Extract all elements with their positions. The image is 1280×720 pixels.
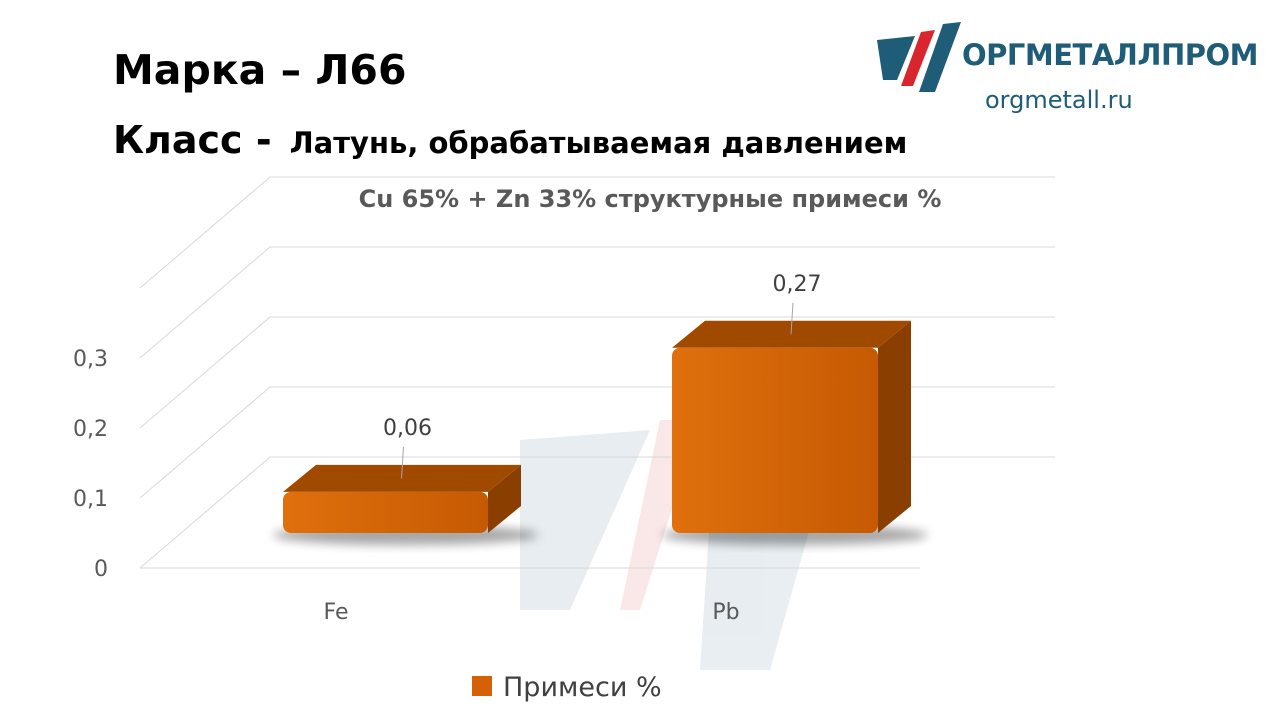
class-line: Класс - Латунь, обрабатываемая давлением: [113, 118, 907, 162]
legend-label: Примеси %: [503, 672, 662, 703]
bar-fe: 0,06: [273, 416, 538, 545]
data-label-leader: [401, 446, 404, 479]
data-label-leader: [790, 302, 794, 335]
x-tick-label: Pb: [712, 600, 739, 625]
bar-front: [672, 347, 878, 533]
y-tick-label: 0: [94, 557, 108, 582]
logo-site-url: orgmetall.ru: [985, 86, 1133, 114]
bar-front: [283, 491, 488, 533]
bar-side: [488, 464, 521, 533]
y-tick-label: 0,3: [73, 347, 108, 372]
y-tick-label: 0,2: [73, 417, 108, 442]
gridline: [139, 246, 1055, 359]
legend-swatch: [472, 676, 492, 696]
page-title: Марка – Л66: [113, 46, 407, 94]
bar-pb: 0,27: [662, 272, 928, 545]
chart-title: Cu 65% + Zn 33% структурные примеси %: [359, 185, 942, 213]
legend: Примеси %: [472, 672, 662, 703]
class-value: Латунь, обрабатываемая давлением: [289, 126, 908, 160]
x-axis: Fe Pb: [324, 600, 740, 625]
y-tick-label: 0,1: [73, 487, 108, 512]
y-axis: 0 0,1 0,2 0,3: [73, 347, 108, 582]
class-label: Класс -: [113, 118, 272, 162]
company-logo: ОРГМЕТАЛЛПРОМ orgmetall.ru: [870, 18, 1259, 128]
bars: 0,06 0,27: [273, 272, 928, 545]
gridline: [139, 176, 1055, 289]
logo-mark-icon: [877, 22, 961, 92]
data-label: 0,06: [383, 416, 432, 441]
gridline: [139, 316, 1055, 429]
logo-brand-text: ОРГМЕТАЛЛПРОМ: [962, 38, 1259, 72]
bar-side: [878, 320, 911, 533]
data-label: 0,27: [773, 272, 822, 297]
x-tick-label: Fe: [324, 600, 349, 625]
